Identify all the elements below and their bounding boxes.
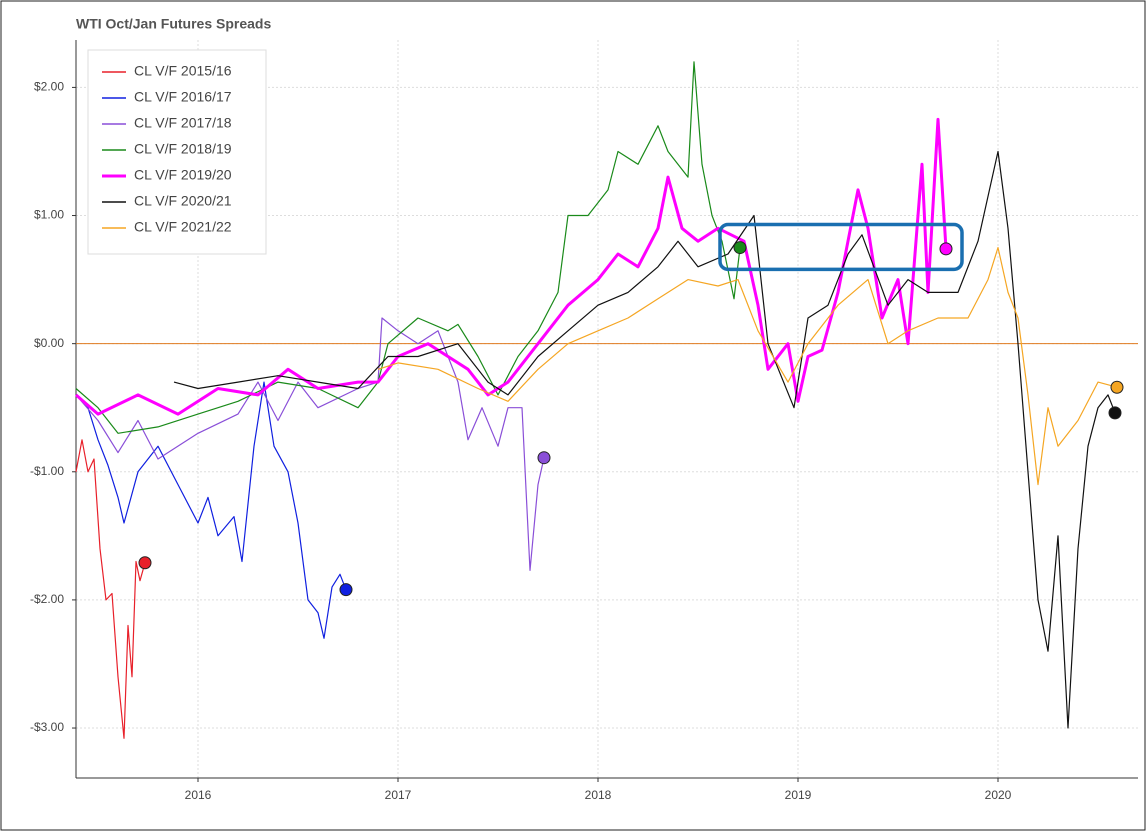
y-tick-label: -$1.00 [30,464,64,478]
end-marker [138,556,152,570]
legend-label: CL V/F 2018/19 [134,141,232,157]
legend-label: CL V/F 2019/20 [134,167,232,183]
series-line [75,381,347,639]
series-line [75,439,146,739]
legend-box [87,49,267,255]
y-tick-label: -$3.00 [30,720,64,734]
legend-label: CL V/F 2021/22 [134,219,232,235]
x-tick-label: 2016 [185,788,212,802]
legend-label: CL V/F 2017/18 [134,115,232,131]
series-line [75,317,545,571]
y-tick-label: -$2.00 [30,592,64,606]
x-tick-label: 2017 [385,788,412,802]
x-tick-label: 2020 [985,788,1012,802]
end-marker [1110,380,1124,394]
x-tick-label: 2019 [785,788,812,802]
highlight-box [718,222,964,272]
end-marker [339,583,353,597]
chart-title: WTI Oct/Jan Futures Spreads [76,16,271,32]
end-marker [939,242,953,256]
legend-label: CL V/F 2015/16 [134,63,232,79]
y-tick-label: $1.00 [34,208,64,222]
end-marker [537,451,551,465]
legend-label: CL V/F 2016/17 [134,89,232,105]
legend-label: CL V/F 2020/21 [134,193,232,209]
y-tick-label: $2.00 [34,80,64,94]
x-tick-label: 2018 [585,788,612,802]
y-tick-label: $0.00 [34,336,64,350]
series-line [75,117,948,416]
end-marker [1108,406,1122,420]
series-line [173,150,1116,729]
series-line [377,247,1118,486]
end-marker [733,241,747,255]
